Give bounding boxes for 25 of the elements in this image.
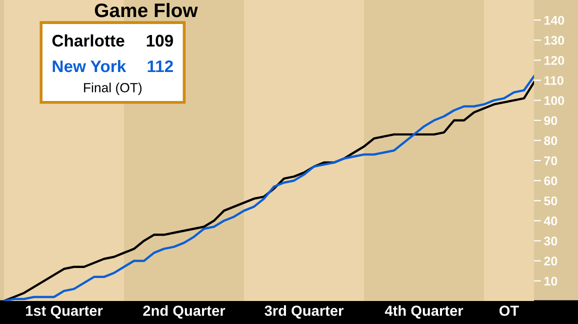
y-tick-label: 140 — [544, 16, 564, 25]
y-tick-label: 10 — [544, 276, 558, 286]
y-tick-label: 70 — [544, 156, 558, 166]
chart-title: Game Flow — [94, 2, 198, 18]
text: 3rd Quarter — [264, 305, 344, 319]
y-tick-label: 20 — [544, 256, 558, 266]
y-tick-label: 50 — [544, 196, 558, 206]
y-tick-label: 110 — [544, 76, 564, 85]
text: 4th Quarter — [384, 305, 464, 319]
text: Charlotte — [52, 34, 124, 47]
text: 1st Quarter — [26, 306, 103, 319]
y-tick-label: 30 — [544, 236, 558, 246]
y-tick-label: 90 — [544, 116, 558, 126]
text: 2nd Quarter — [143, 305, 226, 319]
annotation: 109 — [146, 34, 173, 47]
annotation: 112 — [148, 60, 173, 72]
annotation: Final (OT) — [84, 82, 142, 95]
text: OT — [499, 306, 519, 316]
y-tick-label: 100 — [544, 96, 564, 105]
y-tick-label: 130 — [544, 36, 564, 45]
y-tick-label: 120 — [544, 56, 564, 65]
y-tick-label: 60 — [544, 176, 558, 186]
y-tick-label: 40 — [544, 216, 558, 226]
text: New York — [52, 60, 126, 72]
y-tick-label: 80 — [544, 136, 558, 146]
